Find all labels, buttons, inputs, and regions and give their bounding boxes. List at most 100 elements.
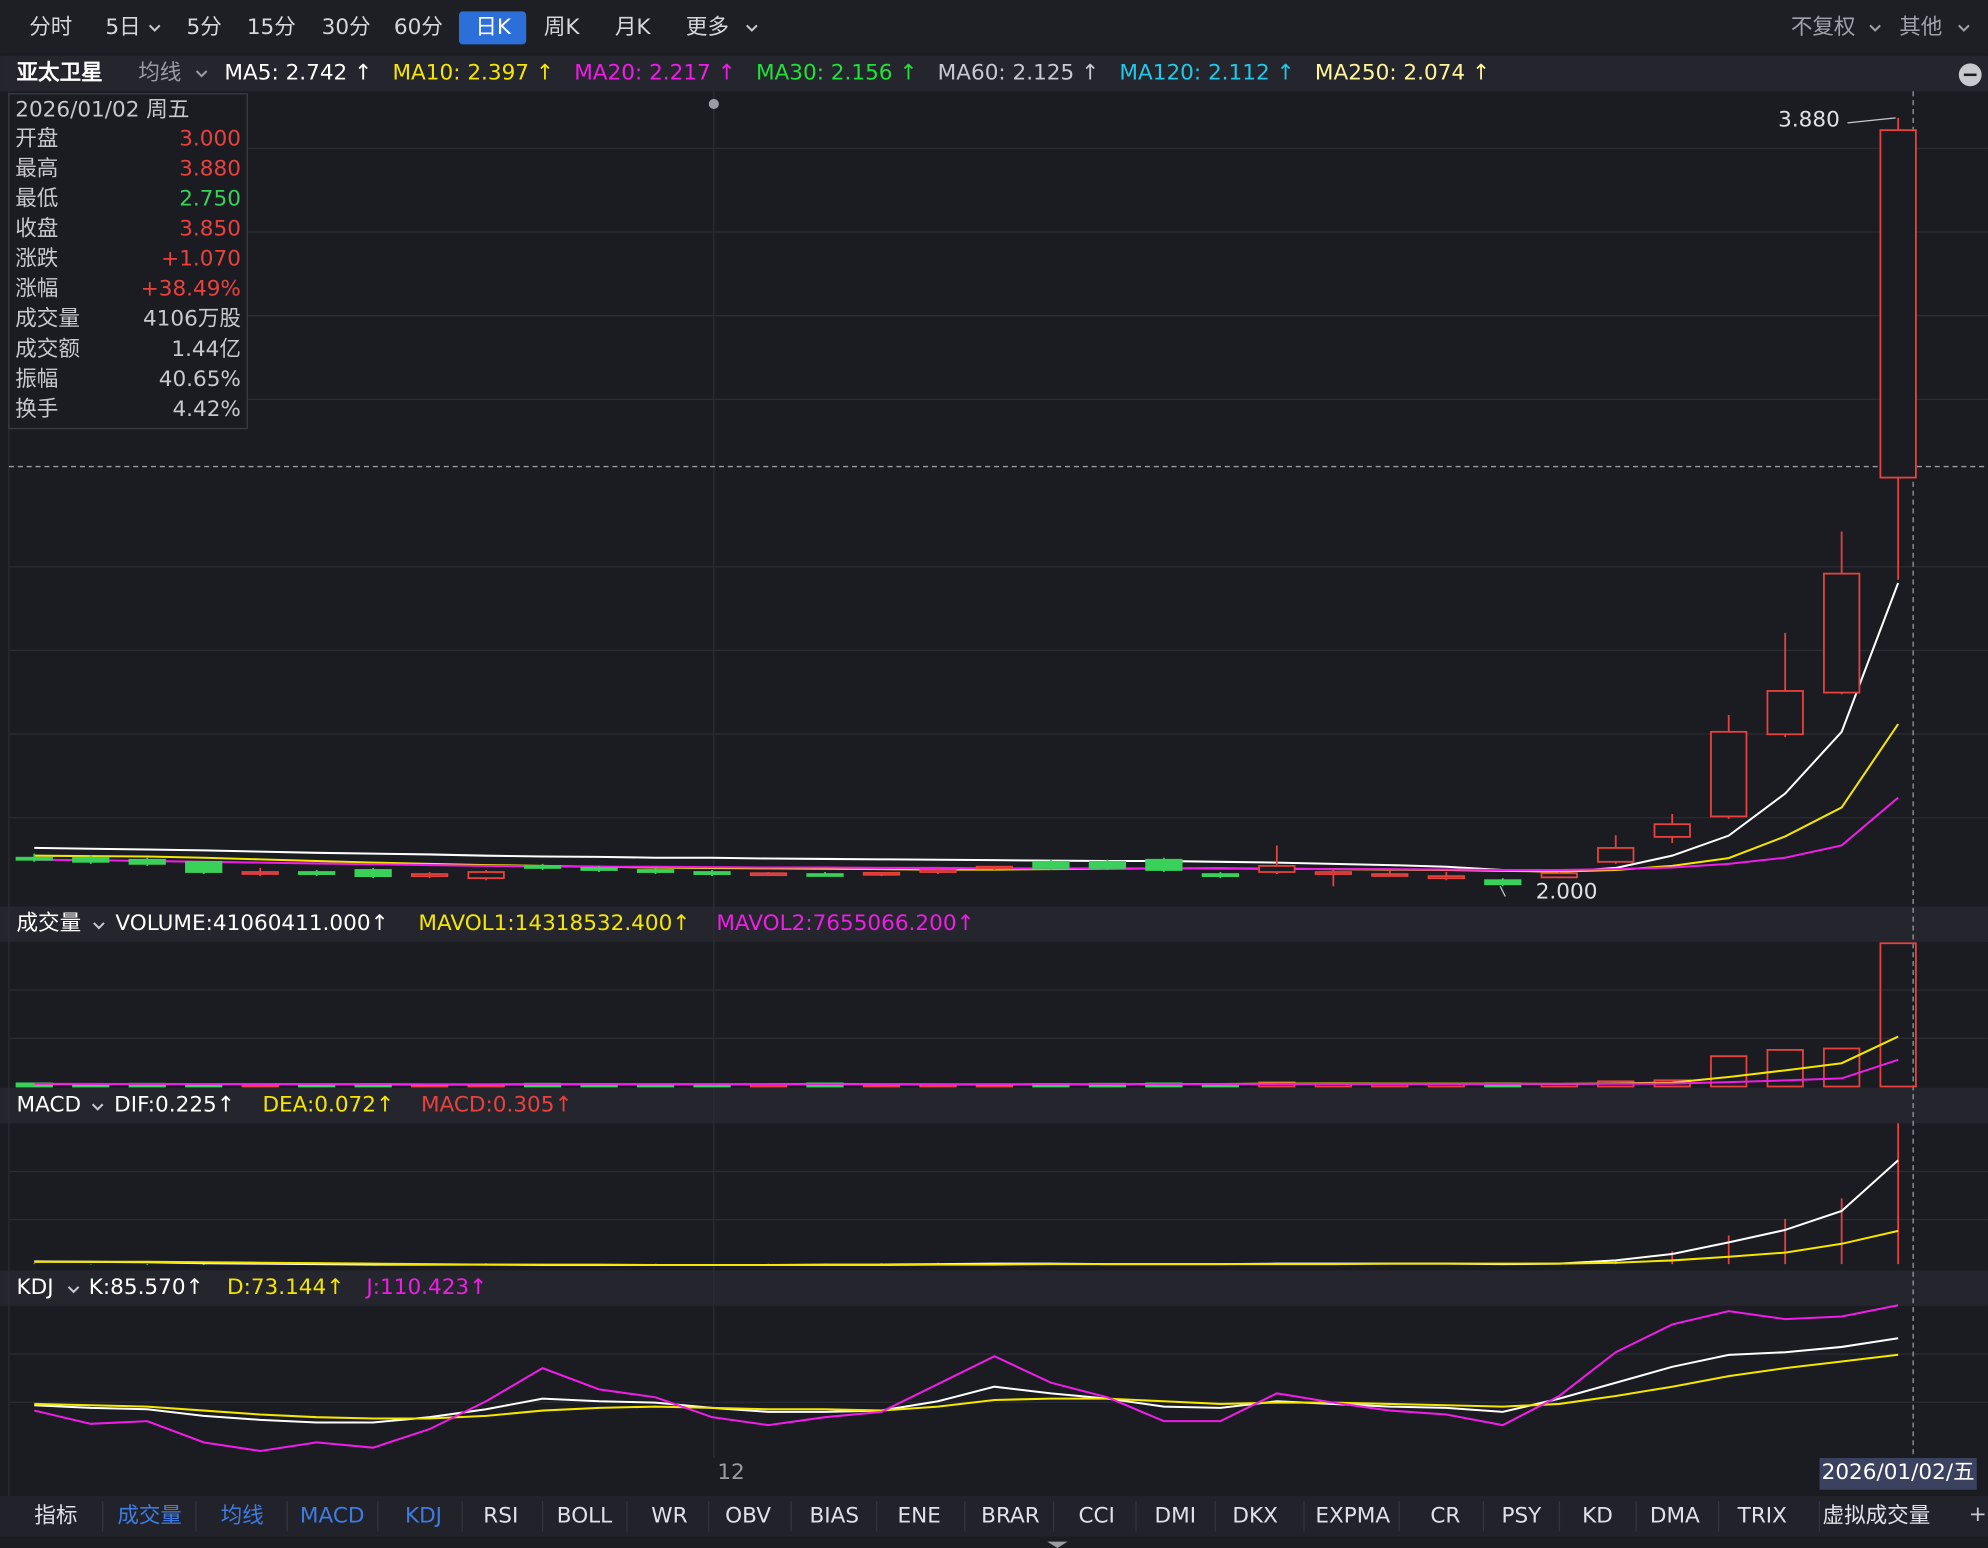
toolbar-tab[interactable]: 月K bbox=[615, 15, 652, 40]
toolbar-tab[interactable]: 更多 bbox=[686, 15, 729, 40]
candle-body bbox=[1088, 860, 1127, 869]
candle-body bbox=[1371, 873, 1409, 877]
candle-body bbox=[1823, 572, 1861, 694]
indicator-tab[interactable]: BIAS bbox=[809, 1503, 859, 1528]
indicator-tab[interactable]: KDJ bbox=[405, 1503, 442, 1528]
indicator-tab[interactable]: MACD bbox=[300, 1503, 365, 1528]
header-bar bbox=[0, 55, 1988, 92]
pane-legend: MACD:0.305↑ bbox=[421, 1093, 573, 1118]
toolbar-tab[interactable]: 周K bbox=[544, 15, 581, 40]
pane-legend: MAVOL1:14318532.400↑ bbox=[418, 911, 690, 936]
volume-bar bbox=[1879, 942, 1917, 1088]
indicator-tab[interactable]: ENE bbox=[898, 1503, 941, 1528]
volume-header bbox=[0, 906, 1988, 942]
indicator-tab[interactable]: 虚拟成交量 bbox=[1823, 1503, 1931, 1528]
candle-body bbox=[806, 873, 844, 877]
candle-body bbox=[1201, 873, 1240, 878]
toolbar-tab[interactable]: 30分 bbox=[322, 15, 371, 40]
info-date: 2026/01/02 周五 bbox=[15, 97, 189, 122]
indicator-tab[interactable]: 均线 bbox=[221, 1503, 264, 1528]
extreme-label: 2.000 bbox=[1536, 880, 1598, 905]
indicator-tab[interactable]: DMA bbox=[1650, 1503, 1700, 1528]
pane-legend: DIF:0.225↑ bbox=[114, 1093, 235, 1118]
indicator-tab[interactable]: DMI bbox=[1155, 1503, 1197, 1528]
indicator-line bbox=[34, 723, 1899, 873]
dropdown-arrow bbox=[195, 70, 208, 78]
info-label: 成交量 bbox=[15, 307, 80, 332]
indicator-tab[interactable]: BRAR bbox=[981, 1503, 1040, 1528]
info-value: +1.070 bbox=[161, 247, 241, 272]
candle-body bbox=[1314, 871, 1352, 875]
indicator-line bbox=[34, 1337, 1899, 1424]
info-value: 3.000 bbox=[179, 126, 241, 151]
toolbar-tab[interactable]: 5日 bbox=[105, 15, 140, 40]
pane-title[interactable]: KDJ bbox=[17, 1275, 54, 1300]
indicator-tab[interactable]: PSY bbox=[1501, 1503, 1542, 1528]
legend-entry: MA250: 2.074 ↑ bbox=[1315, 61, 1490, 86]
indicator-tab[interactable]: RSI bbox=[483, 1503, 518, 1528]
info-label: 开盘 bbox=[15, 126, 58, 151]
indicator-tab[interactable]: DKX bbox=[1232, 1503, 1278, 1528]
info-label: 换手 bbox=[15, 397, 58, 422]
candle-body bbox=[410, 873, 449, 878]
candle-body bbox=[693, 871, 731, 875]
indicator-line bbox=[34, 1229, 1899, 1267]
tab-active-bg bbox=[458, 11, 527, 45]
toolbar-right[interactable]: 其他 bbox=[1899, 15, 1942, 40]
pane-legend: K:85.570↑ bbox=[89, 1275, 204, 1300]
indicator-tab[interactable]: WR bbox=[651, 1503, 687, 1528]
indicator-line bbox=[34, 1353, 1899, 1420]
candle-body bbox=[580, 867, 618, 871]
info-value: 3.880 bbox=[179, 157, 241, 182]
indicator-tab[interactable]: CR bbox=[1430, 1503, 1460, 1528]
toolbar-tab[interactable]: 分时 bbox=[29, 15, 72, 40]
toolbar-tab[interactable]: 5分 bbox=[187, 15, 222, 40]
candle-body bbox=[241, 871, 279, 875]
volume-bar bbox=[1823, 1047, 1861, 1088]
toolbar-tab[interactable]: 60分 bbox=[394, 15, 443, 40]
info-panel bbox=[8, 93, 248, 430]
legend-entry: MA120: 2.112 ↑ bbox=[1119, 61, 1294, 86]
indicator-tab[interactable]: 成交量 bbox=[117, 1503, 182, 1528]
legend-entry: MA20: 2.217 ↑ bbox=[574, 61, 735, 86]
candle-body bbox=[1484, 879, 1522, 886]
indicator-line bbox=[34, 796, 1899, 871]
candle-body bbox=[185, 860, 223, 873]
add-button[interactable]: + bbox=[1969, 1502, 1987, 1527]
indicator-tab[interactable]: OBV bbox=[725, 1503, 771, 1528]
pane-title[interactable]: 成交量 bbox=[17, 911, 82, 936]
toolbar-tab[interactable]: 15分 bbox=[247, 15, 296, 40]
toolbar-tab[interactable]: 日K bbox=[475, 15, 512, 40]
candle-body bbox=[1145, 858, 1183, 871]
candle-body bbox=[1032, 860, 1070, 869]
indicator-tab[interactable]: EXPMA bbox=[1315, 1503, 1390, 1528]
info-value: 4.42% bbox=[172, 397, 240, 422]
macd-header bbox=[0, 1087, 1988, 1124]
info-value: 3.850 bbox=[179, 217, 241, 242]
info-label: 收盘 bbox=[15, 217, 58, 242]
info-value: 2.750 bbox=[179, 187, 241, 212]
pane-title[interactable]: MACD bbox=[17, 1093, 82, 1118]
indicator-tab[interactable]: TRIX bbox=[1737, 1503, 1787, 1528]
date-box bbox=[1819, 1457, 1977, 1490]
indicator-line bbox=[34, 1058, 1899, 1086]
candle-body bbox=[749, 872, 788, 877]
candle-body bbox=[15, 856, 53, 861]
pane-legend: D:73.144↑ bbox=[227, 1275, 344, 1300]
dropdown-arrow bbox=[148, 24, 161, 32]
indicator-tab[interactable]: KD bbox=[1582, 1503, 1613, 1528]
legend-entry: MA10: 2.397 ↑ bbox=[392, 61, 553, 86]
indicator-tab[interactable]: CCI bbox=[1078, 1503, 1114, 1528]
info-label: 最低 bbox=[15, 187, 58, 212]
candle-body bbox=[636, 869, 675, 873]
candle-body bbox=[919, 869, 957, 873]
indicator-tab[interactable]: 指标 bbox=[34, 1503, 77, 1528]
toolbar-right[interactable]: 不复权 bbox=[1791, 15, 1856, 40]
top-bar bbox=[0, 0, 1988, 54]
volume-bar bbox=[1710, 1055, 1748, 1088]
info-label: 涨幅 bbox=[15, 277, 58, 302]
indicator-select[interactable]: 均线 bbox=[138, 61, 181, 86]
indicator-tab[interactable]: BOLL bbox=[557, 1503, 612, 1528]
candle-body bbox=[72, 856, 110, 863]
